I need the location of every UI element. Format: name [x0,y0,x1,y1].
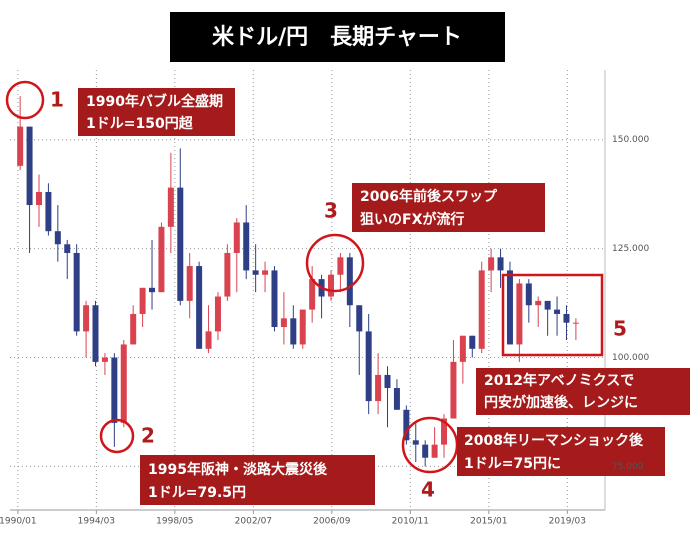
y-tick-label: 100.000 [612,353,649,363]
candle-body [403,409,410,441]
x-tick-label: 1990/01 [0,517,37,527]
y-tick-label: 125.000 [612,244,649,254]
candle-body [554,309,561,314]
candle-body [478,270,485,349]
candle-body [26,126,33,206]
candle-body [346,257,353,306]
candle-body [544,300,551,310]
x-tick-label: 2019/03 [549,517,586,527]
note-number: 2 [141,424,155,448]
marker-rect [501,273,604,357]
candle-body [252,270,259,275]
marker-circle [99,418,135,454]
candle-body [186,266,193,301]
note-text: 1ドル=150円超 [86,115,194,132]
candle-body [280,318,287,328]
candle-body [412,440,419,445]
x-tick-label: 2006/09 [313,517,351,527]
candle-body [309,279,316,310]
note-number: 3 [324,199,338,223]
note-text: 円安が加速後、レンジに [484,394,638,411]
candle-body [111,357,118,423]
candle-body [54,231,61,245]
candle-body [64,244,71,253]
x-tick-label: 2010/11 [392,517,429,527]
candle-body [139,287,146,314]
chart-title: 米ドル/円 長期チャート [212,25,462,50]
candle-body [214,296,221,332]
candle-body [167,187,174,227]
candle-body [17,126,24,166]
x-tick-label: 1994/03 [78,517,115,527]
candle-body [572,322,579,324]
candle-body [337,257,344,275]
note-number: 4 [421,478,435,502]
marker-circle [305,233,365,293]
candle-body [422,444,429,458]
note-box [78,88,235,136]
title-box [170,12,505,62]
note-box [476,368,690,415]
x-tick-label: 1998/05 [156,517,193,527]
candle-body [431,444,438,458]
candle-body [356,305,363,332]
candle-body [196,266,203,349]
candle-body [441,418,448,445]
candle-body [563,313,570,323]
candle-body [469,335,476,349]
x-tick-label: 2015/01 [470,517,507,527]
candle-body [233,222,240,253]
candle-body [35,191,42,206]
candle-body [177,187,184,301]
note-number: 1 [50,88,64,112]
note-text: 2012年アベノミクスで [484,372,634,389]
candle-body [375,374,382,402]
candle-body [327,274,334,297]
candle-body [224,252,231,297]
note-text: 1ドル=79.5円 [148,485,246,501]
x-tick-label: 2002/07 [235,517,272,527]
candle-body [506,270,513,345]
candle-body [497,257,504,271]
candle-body [535,300,542,306]
note-text: 狙いのFXが流行 [360,211,464,228]
candle-body [149,287,156,293]
note-text: 1995年阪神・淡路大震災後 [148,461,328,478]
note-text: 2006年前後スワップ [360,188,498,205]
candle-body [158,226,165,293]
y-tick-label: 150.000 [612,135,649,145]
candle-body [205,331,212,349]
note-number: 5 [613,317,627,341]
candle-body [92,305,99,362]
candle-body [262,270,269,275]
note-text: 1ドル=75円に [464,456,561,472]
candle-body [120,344,127,423]
candle-body [516,283,523,345]
candle-body [271,270,278,328]
candle-body [45,191,52,232]
candle-body [83,305,90,332]
candle-body [101,357,108,362]
candle-body [393,388,400,410]
candle-body [525,283,532,306]
note-text: 1990年バブル全盛期 [86,93,223,110]
candle-body [365,331,372,402]
note-box [140,455,375,505]
candle-body [450,361,457,419]
marker-circle [5,80,45,120]
note-text: 2008年リーマンショック後 [464,432,644,449]
candle-body [384,374,391,389]
y-tick-label: 75.000 [612,462,644,472]
candle-body [73,252,80,332]
candle-body [299,309,306,345]
note-box [352,183,545,232]
candle-body [290,318,297,345]
candle-body [243,222,250,271]
note-box [457,427,665,476]
candle-body [459,335,466,362]
candle-body [130,313,137,345]
candle-body [488,257,495,271]
